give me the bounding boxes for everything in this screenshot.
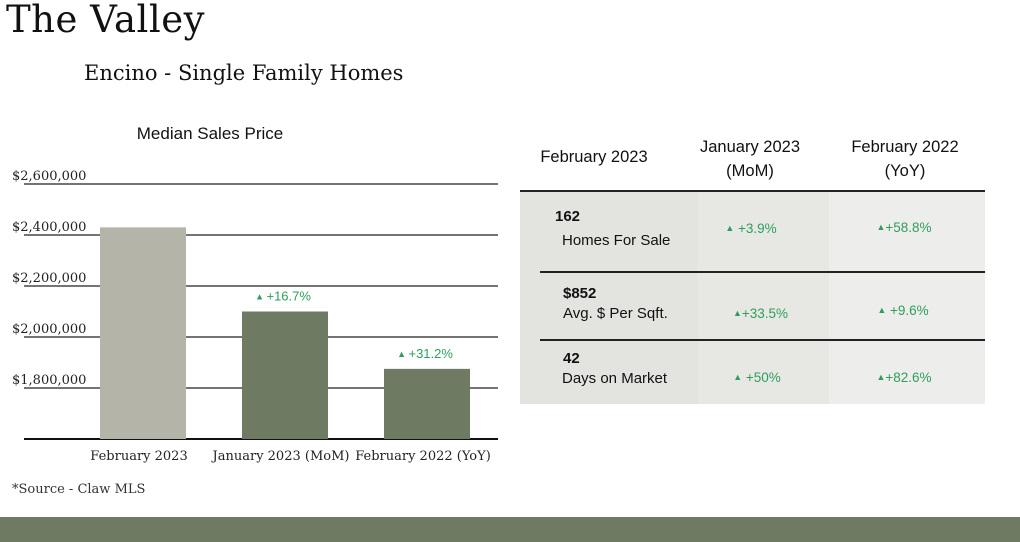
- table-column-bg-current: [520, 191, 698, 404]
- homes-for-sale-mom-change: ▲ +3.9%: [725, 221, 777, 236]
- table-header-yoy: February 2022 (YoY): [851, 138, 959, 180]
- median-price-bar-chart: $1,800,000 $2,000,000 $2,200,000 $2,400,000…: [12, 169, 498, 464]
- x-tick-label: January 2023 (MoM): [211, 449, 350, 464]
- avg-price-sqft-value: $852: [563, 285, 597, 302]
- table-header-current: February 2023: [540, 148, 648, 166]
- source-note: *Source - Claw MLS: [12, 482, 146, 497]
- table-column-bg-yoy: [829, 191, 985, 404]
- table-column-bg-mom: [698, 191, 829, 404]
- y-tick-label: $1,800,000: [12, 373, 86, 388]
- page-subtitle: Encino - Single Family Homes: [84, 61, 404, 85]
- y-tick-label: $2,200,000: [12, 271, 86, 286]
- up-triangle-icon: ▲: [733, 372, 743, 382]
- table-header-rule: [520, 190, 985, 192]
- up-triangle-icon: ▲: [877, 305, 887, 315]
- up-triangle-icon: ▲: [732, 308, 742, 318]
- up-triangle-icon: ▲: [876, 222, 886, 232]
- avg-price-sqft-yoy-change: ▲ +9.6%: [877, 303, 929, 318]
- table-row-divider: [540, 271, 985, 273]
- days-on-market-yoy-change: ▲+82.6%: [876, 370, 932, 385]
- y-tick-label: $2,000,000: [12, 322, 86, 337]
- footer-bar: [0, 517, 1020, 542]
- x-tick-label: February 2023: [90, 449, 187, 464]
- bar-3: [384, 368, 470, 439]
- days-on-market-mom-change: ▲ +50%: [733, 370, 781, 385]
- homes-for-sale-label: Homes For Sale: [562, 232, 671, 249]
- y-tick-label: $2,600,000: [12, 169, 86, 184]
- homes-for-sale-value: 162: [555, 208, 581, 225]
- avg-price-sqft-mom-change: ▲+33.5%: [732, 306, 789, 321]
- data-label: ▲ +31.2%: [397, 346, 453, 361]
- up-triangle-icon: ▲: [876, 372, 886, 382]
- table-row-divider: [540, 339, 985, 341]
- days-on-market-value: 42: [563, 350, 580, 367]
- data-label: ▲ +16.7%: [255, 289, 311, 304]
- avg-price-sqft-label: Avg. $ Per Sqft.: [563, 305, 668, 322]
- table-header-mom: January 2023 (MoM): [700, 138, 800, 180]
- x-tick-label: February 2022 (YoY): [355, 449, 491, 464]
- homes-for-sale-yoy-change: ▲+58.8%: [876, 220, 932, 235]
- y-tick-label: $2,400,000: [12, 220, 86, 235]
- chart-title: Median Sales Price: [136, 124, 284, 143]
- bar-1: [100, 227, 186, 439]
- days-on-market-label: Days on Market: [562, 370, 668, 387]
- up-triangle-icon: ▲: [725, 223, 735, 233]
- bar-2: [242, 311, 328, 439]
- page-title: The Valley: [6, 0, 206, 41]
